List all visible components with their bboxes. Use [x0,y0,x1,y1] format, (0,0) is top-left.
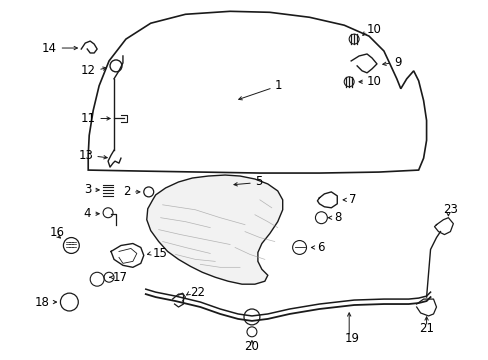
Text: 8: 8 [334,211,341,224]
Text: 6: 6 [317,241,324,254]
Text: 17: 17 [113,271,128,284]
Text: 1: 1 [274,79,282,92]
Text: 13: 13 [78,149,93,162]
Text: 14: 14 [41,41,57,54]
Text: 4: 4 [83,207,91,220]
Text: 15: 15 [152,247,167,260]
Text: 12: 12 [81,64,96,77]
Text: 18: 18 [35,296,49,309]
Text: 23: 23 [443,203,457,216]
Text: 7: 7 [348,193,356,206]
Text: 19: 19 [344,332,359,345]
Text: 9: 9 [393,57,401,69]
Text: 3: 3 [83,184,91,197]
Text: 11: 11 [81,112,96,125]
Text: 10: 10 [366,75,381,88]
Text: 21: 21 [418,322,433,336]
Polygon shape [88,11,426,173]
Text: 22: 22 [190,285,205,299]
Text: 2: 2 [123,185,131,198]
Text: 5: 5 [254,175,262,189]
Polygon shape [146,175,282,284]
Text: 16: 16 [49,226,64,239]
Text: 20: 20 [244,340,258,353]
Text: 10: 10 [366,23,381,36]
